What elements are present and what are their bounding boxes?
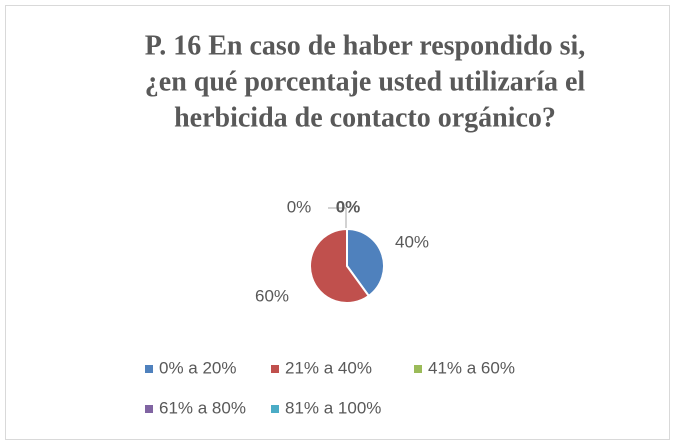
- pie-slice: [309, 227, 371, 304]
- data-label: 0%: [287, 197, 312, 216]
- chart-frame: [5, 5, 670, 440]
- legend-label: 81% a 100%: [285, 398, 381, 417]
- legend-swatch: [145, 405, 153, 413]
- legend-label: 61% a 80%: [159, 398, 246, 417]
- legend-swatch: [271, 405, 279, 413]
- legend-label: 41% a 60%: [428, 358, 515, 377]
- data-label: 0%: [336, 197, 361, 216]
- data-label: 60%: [255, 286, 289, 305]
- chart-title: P. 16 En caso de haber respondido si,: [145, 30, 586, 61]
- chart-title: ¿en qué porcentaje usted utilizaría el: [145, 66, 586, 97]
- legend-swatch: [271, 365, 279, 373]
- legend-label: 21% a 40%: [285, 358, 372, 377]
- legend-label: 0% a 20%: [159, 358, 237, 377]
- chart-title: herbicida de contacto orgánico?: [174, 102, 556, 133]
- data-label: 40%: [395, 232, 429, 251]
- legend-swatch: [145, 365, 153, 373]
- pie-slice: [346, 227, 385, 298]
- legend-swatch: [414, 365, 422, 373]
